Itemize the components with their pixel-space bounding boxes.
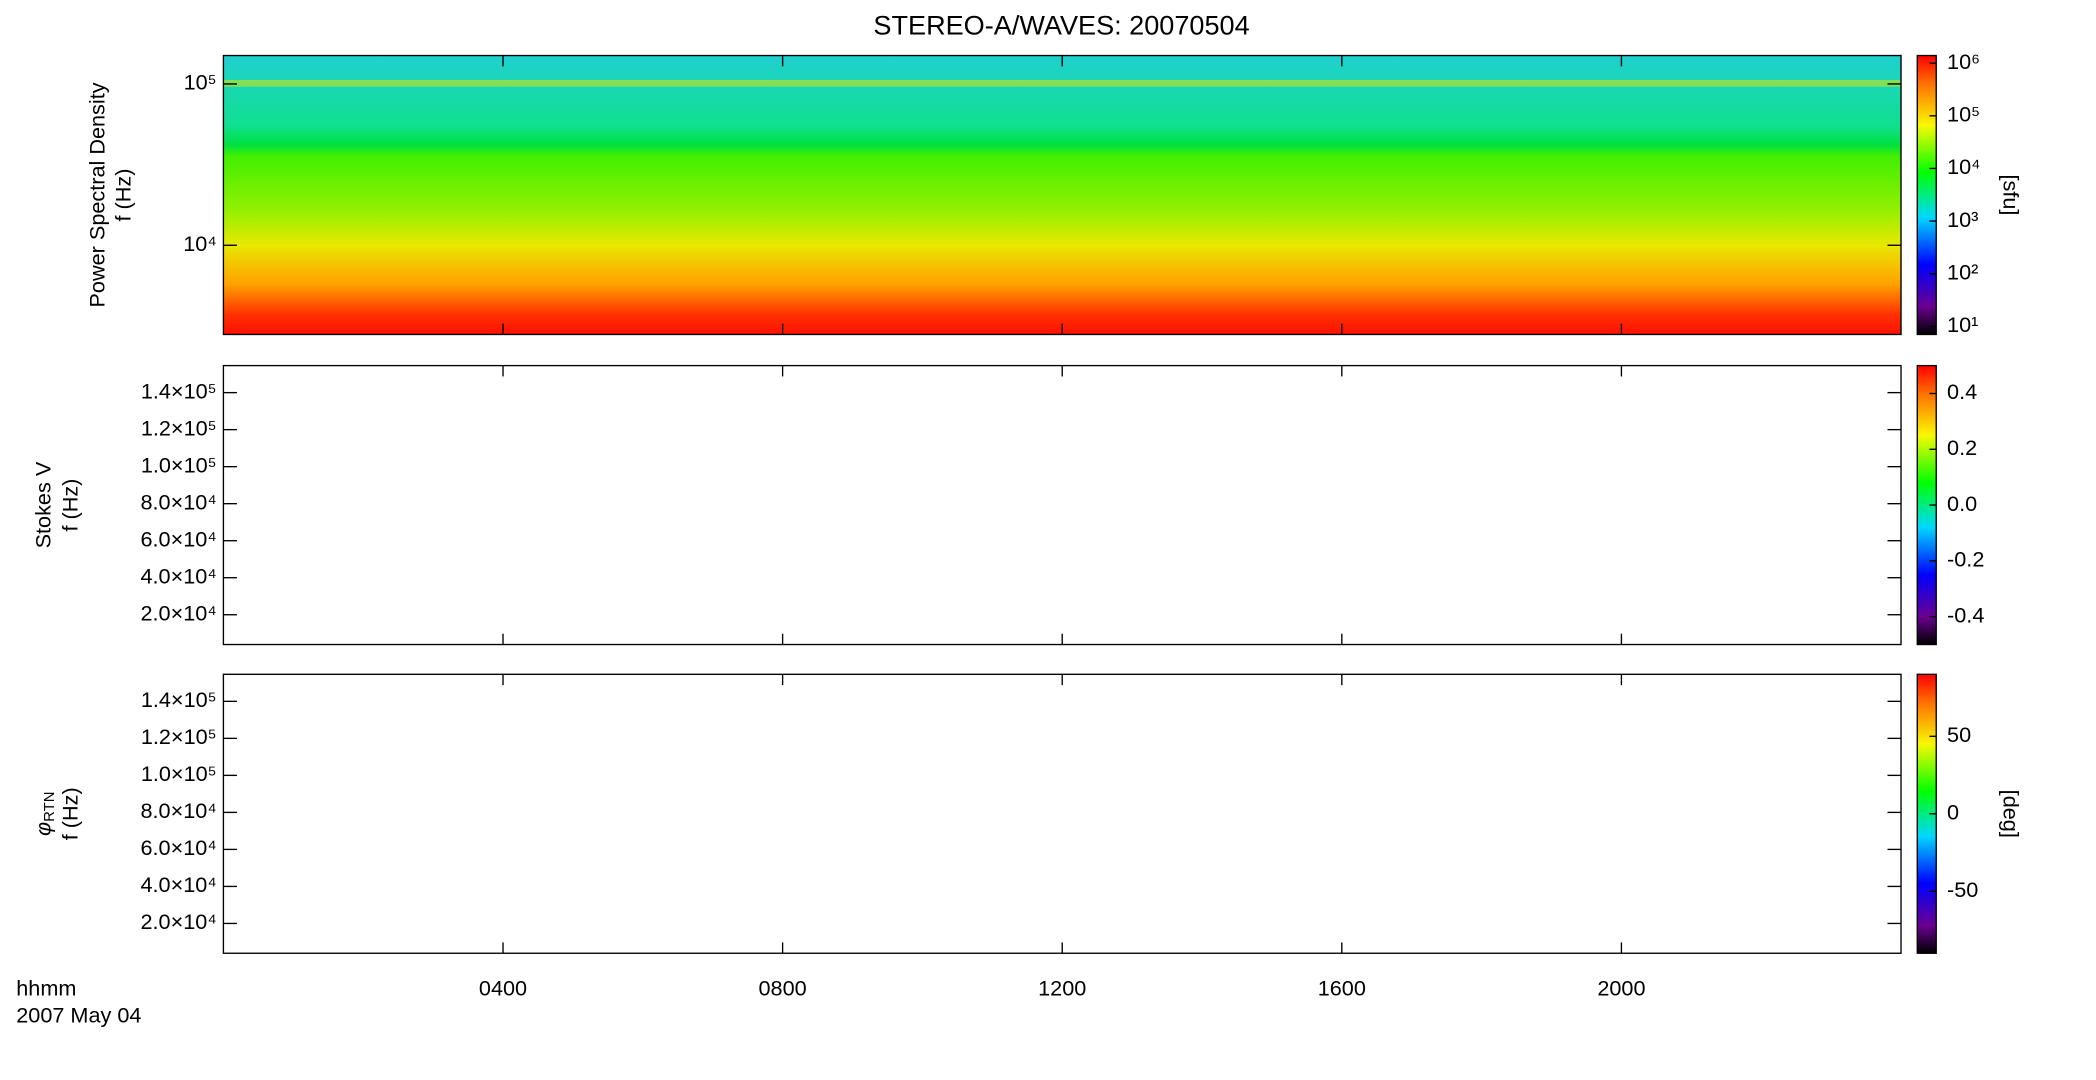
x-tick-label: 1600 xyxy=(1318,976,1366,1001)
colorbar-label: [deg] xyxy=(1999,790,2024,838)
colorbar-tick-label: 0.0 xyxy=(1947,491,1977,516)
chart-title: STEREO-A/WAVES: 20070504 xyxy=(873,9,1249,40)
y-axis-symbol: φ xyxy=(30,822,55,836)
colorbar-tick-label: 10¹ xyxy=(1947,312,1978,337)
y-tick-label: 6.0×10⁴ xyxy=(140,526,216,551)
y-tick-label: 8.0×10⁴ xyxy=(140,489,216,514)
y-tick-label: 2.0×10⁴ xyxy=(140,909,216,934)
colorbar-tick-label: 50 xyxy=(1947,722,1971,747)
y-axis-label: Power Spectral Density xyxy=(85,82,110,307)
y-axis-unit: f (Hz) xyxy=(110,169,135,222)
y-axis-label: Stokes V xyxy=(30,461,55,548)
colorbar-tick-label: 0.2 xyxy=(1947,435,1977,460)
colorbar-tick-label: 10² xyxy=(1947,259,1978,284)
y-tick-label: 8.0×10⁴ xyxy=(140,798,216,823)
colorbar-tick-label: -0.4 xyxy=(1947,602,1984,627)
y-axis-subscript: RTN xyxy=(42,792,58,822)
y-tick-label: 10⁵ xyxy=(184,70,217,95)
y-tick-label: 1.0×10⁵ xyxy=(141,761,217,786)
colorbar-tick-label: 10³ xyxy=(1947,207,1978,232)
colorbar xyxy=(1916,54,1937,336)
colorbar-tick-label: 10⁵ xyxy=(1947,102,1980,127)
x-tick-label: 2000 xyxy=(1597,976,1645,1001)
y-tick-label: 4.0×10⁴ xyxy=(140,872,216,897)
x-tick-label: 0400 xyxy=(479,976,527,1001)
x-tick-label: 1200 xyxy=(1038,976,1086,1001)
x-axis-label: hhmm xyxy=(16,976,76,1001)
colorbar-tick-label: 0.4 xyxy=(1947,379,1977,404)
y-tick-label: 10⁴ xyxy=(183,231,216,256)
colorbar-label: [sfu] xyxy=(1999,175,2024,216)
y-axis-unit: f (Hz) xyxy=(57,787,82,840)
y-tick-label: 1.2×10⁵ xyxy=(141,415,217,440)
colorbar-tick-label: 10⁴ xyxy=(1947,154,1980,179)
y-axis-label: φRTN xyxy=(30,792,58,836)
colorbar-tick-label: 10⁶ xyxy=(1947,49,1980,74)
y-tick-label: 6.0×10⁴ xyxy=(140,835,216,860)
x-tick-label: 0800 xyxy=(759,976,807,1001)
spectrogram-image xyxy=(223,55,1902,335)
y-tick-label: 1.0×10⁵ xyxy=(141,452,217,477)
plot-frame xyxy=(222,673,1902,954)
y-tick-label: 4.0×10⁴ xyxy=(140,563,216,588)
plot-frame xyxy=(222,364,1902,646)
y-tick-label: 2.0×10⁴ xyxy=(140,600,216,625)
colorbar-tick-label: -0.2 xyxy=(1947,547,1984,572)
x-axis-date: 2007 May 04 xyxy=(16,1003,141,1028)
spectrogram-band xyxy=(223,79,1902,87)
y-axis-unit: f (Hz) xyxy=(57,479,82,532)
y-tick-label: 1.4×10⁵ xyxy=(141,378,217,403)
y-tick-label: 1.4×10⁵ xyxy=(141,687,217,712)
colorbar-tick-label: 0 xyxy=(1947,799,1959,824)
y-tick-label: 1.2×10⁵ xyxy=(141,724,217,749)
colorbar-tick-label: -50 xyxy=(1947,877,1978,902)
